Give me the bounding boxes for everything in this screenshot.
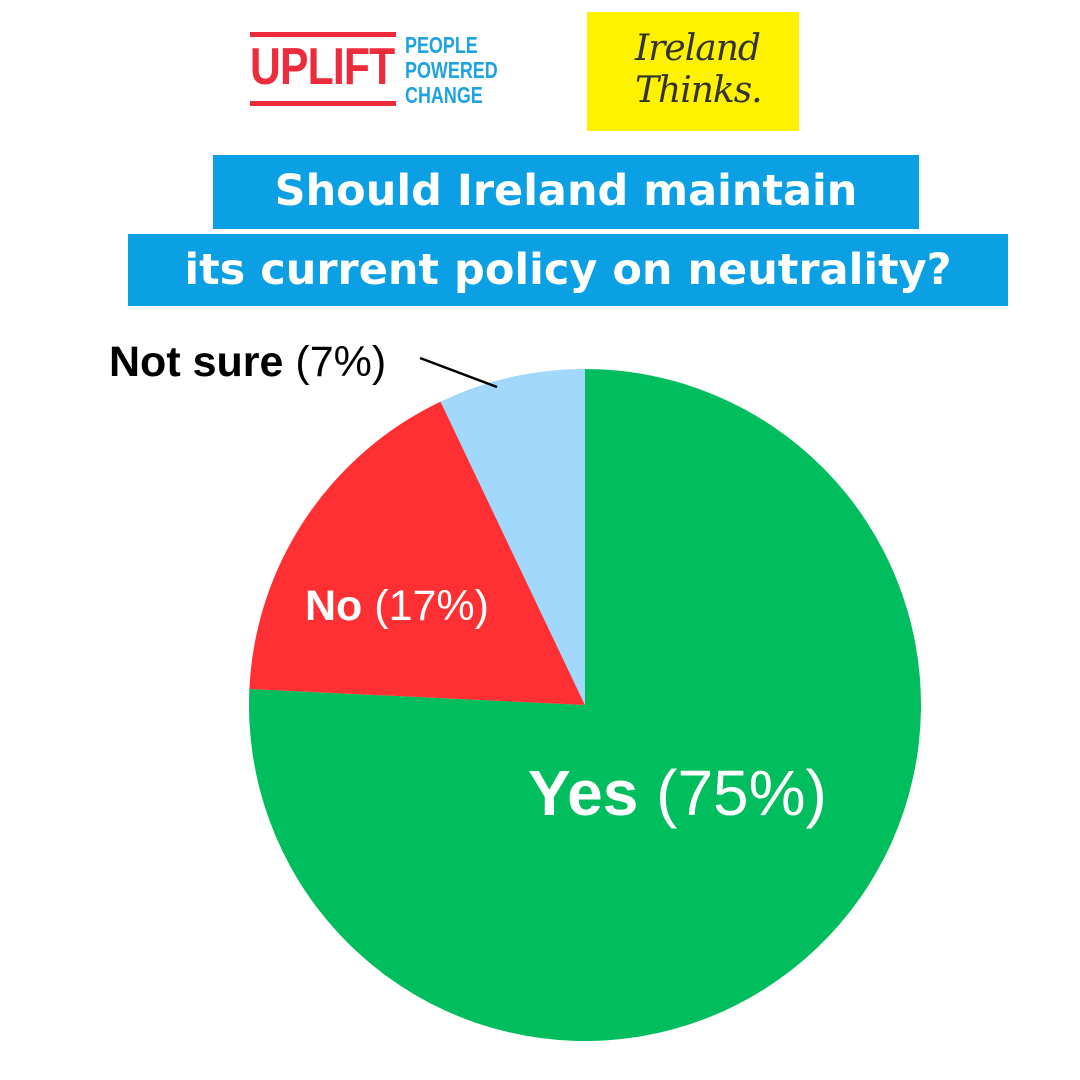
pie-label-percent: (17%) [374, 582, 489, 630]
uplift-logo-bottom-bar [250, 101, 396, 106]
uplift-tagline-line: PEOPLE [405, 32, 478, 58]
pie-label-name: Not sure [109, 338, 295, 386]
pie-label-no: No (17%) [305, 582, 489, 630]
pie-slice-not-sure [440, 369, 585, 705]
uplift-logo-wordmark: UPLIFT [250, 38, 395, 96]
pie-labels: Yes (75%) No (17%) Not sure (7%) [109, 338, 827, 829]
pie-label-not-sure: Not sure (7%) [109, 338, 386, 386]
pie-label-yes: Yes (75%) [528, 757, 827, 829]
pie-slice-yes [248, 369, 921, 1041]
pie-label-name: No [305, 582, 374, 630]
ireland-thinks-line: Thinks. [635, 70, 763, 111]
ireland-thinks-logo: Ireland Thinks. [587, 12, 799, 131]
uplift-tagline-line: CHANGE [405, 82, 483, 108]
chart-title-line-2: its current policy on neutrality? [128, 234, 1008, 306]
pie-label-percent: (7%) [295, 338, 386, 386]
pie-slice-no [249, 401, 586, 705]
uplift-logo-tagline: PEOPLE POWERED CHANGE [405, 33, 498, 108]
pie-label-name: Yes [528, 757, 656, 829]
ireland-thinks-line: Ireland [635, 28, 761, 69]
uplift-tagline-line: POWERED [405, 57, 498, 83]
pie-slices [248, 369, 921, 1041]
ireland-thinks-wordmark: Ireland Thinks. [635, 28, 763, 112]
uplift-logo-top-bar [250, 32, 396, 37]
uplift-logo: UPLIFT PEOPLE POWERED CHANGE [250, 32, 498, 112]
chart-title-line-1: Should Ireland maintain [213, 155, 919, 229]
not-sure-leader-line [419, 356, 498, 389]
pie-label-percent: (75%) [656, 757, 827, 829]
